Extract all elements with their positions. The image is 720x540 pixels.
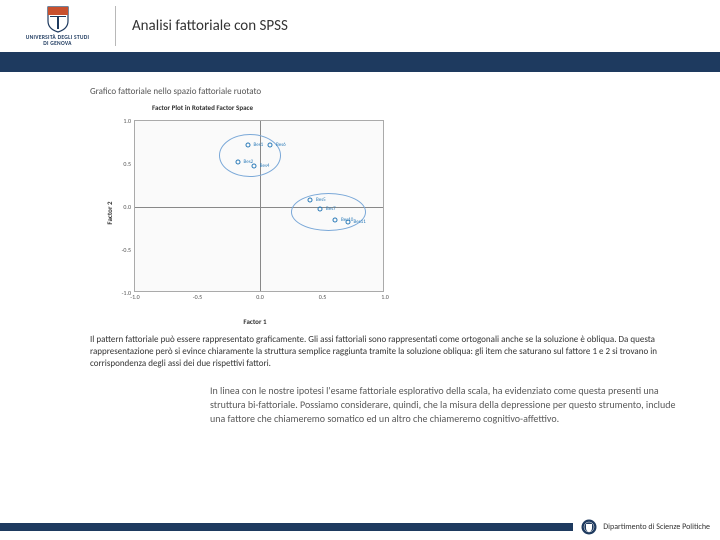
data-point-label: Bes7 (326, 206, 336, 212)
footer-blue-bar (0, 523, 573, 531)
header: UNIVERSITÀ DEGLI STUDI DI GENOVA Analisi… (0, 0, 720, 52)
y-axis-label: Factor 2 (105, 201, 114, 224)
data-point (268, 143, 273, 148)
footer: Dipartimento di Scienze Politiche (0, 514, 720, 540)
data-point-label: Bes4 (260, 163, 270, 169)
x-axis-label: Factor 1 (243, 317, 266, 326)
data-point (245, 143, 250, 148)
paragraph-2: In linea con le nostre ipotesi l'esame f… (90, 384, 680, 426)
data-point-label: Bes1 (254, 142, 264, 148)
university-crest-icon (46, 5, 70, 33)
title-area: Analisi fattoriale con SPSS (116, 0, 720, 52)
footer-right: Dipartimento di Scienze Politiche (573, 514, 720, 540)
y-tick: -0.5 (115, 246, 131, 254)
y-tick: 0.0 (115, 203, 131, 211)
x-tick: 0.5 (319, 293, 327, 301)
data-point (308, 198, 313, 203)
footer-crest-icon (581, 519, 597, 535)
data-point-label: Bes11 (354, 219, 366, 225)
page-title: Analisi fattoriale con SPSS (132, 17, 288, 35)
data-point (318, 206, 323, 211)
content: Grafico fattoriale nello spazio fattoria… (0, 72, 720, 426)
factor-plot: Factor 2 Factor 1 -1.0-0.50.00.51.0-1.0-… (110, 114, 400, 312)
university-name-line2: DI GENOVA (26, 41, 90, 47)
cluster-ellipse (219, 134, 282, 177)
x-tick: 0.0 (256, 293, 264, 301)
spss-chart-title: Factor Plot in Rotated Factor Space (152, 103, 680, 112)
footer-department: Dipartimento di Scienze Politiche (603, 522, 710, 532)
data-point-label: Bes5 (316, 197, 326, 203)
data-point (345, 220, 350, 225)
plot-area: -1.0-0.50.00.51.0-1.0-0.50.00.51.0Bes1Be… (134, 120, 384, 292)
university-logo-box: UNIVERSITÀ DEGLI STUDI DI GENOVA (0, 0, 115, 52)
y-tick: -1.0 (115, 289, 131, 297)
y-tick: 0.5 (115, 160, 131, 168)
chart-caption: Grafico fattoriale nello spazio fattoria… (90, 86, 680, 97)
paragraph-1: Il pattern fattoriale può essere rappres… (90, 334, 680, 370)
x-tick: -0.5 (193, 293, 202, 301)
university-name: UNIVERSITÀ DEGLI STUDI DI GENOVA (26, 35, 90, 47)
data-point (251, 163, 256, 168)
data-point (333, 217, 338, 222)
x-tick: 1.0 (381, 293, 389, 301)
header-blue-bar (0, 52, 720, 72)
y-tick: 1.0 (115, 117, 131, 125)
data-point (235, 160, 240, 165)
data-point-label: Bes6 (276, 142, 286, 148)
x-tick: -1.0 (130, 293, 139, 301)
